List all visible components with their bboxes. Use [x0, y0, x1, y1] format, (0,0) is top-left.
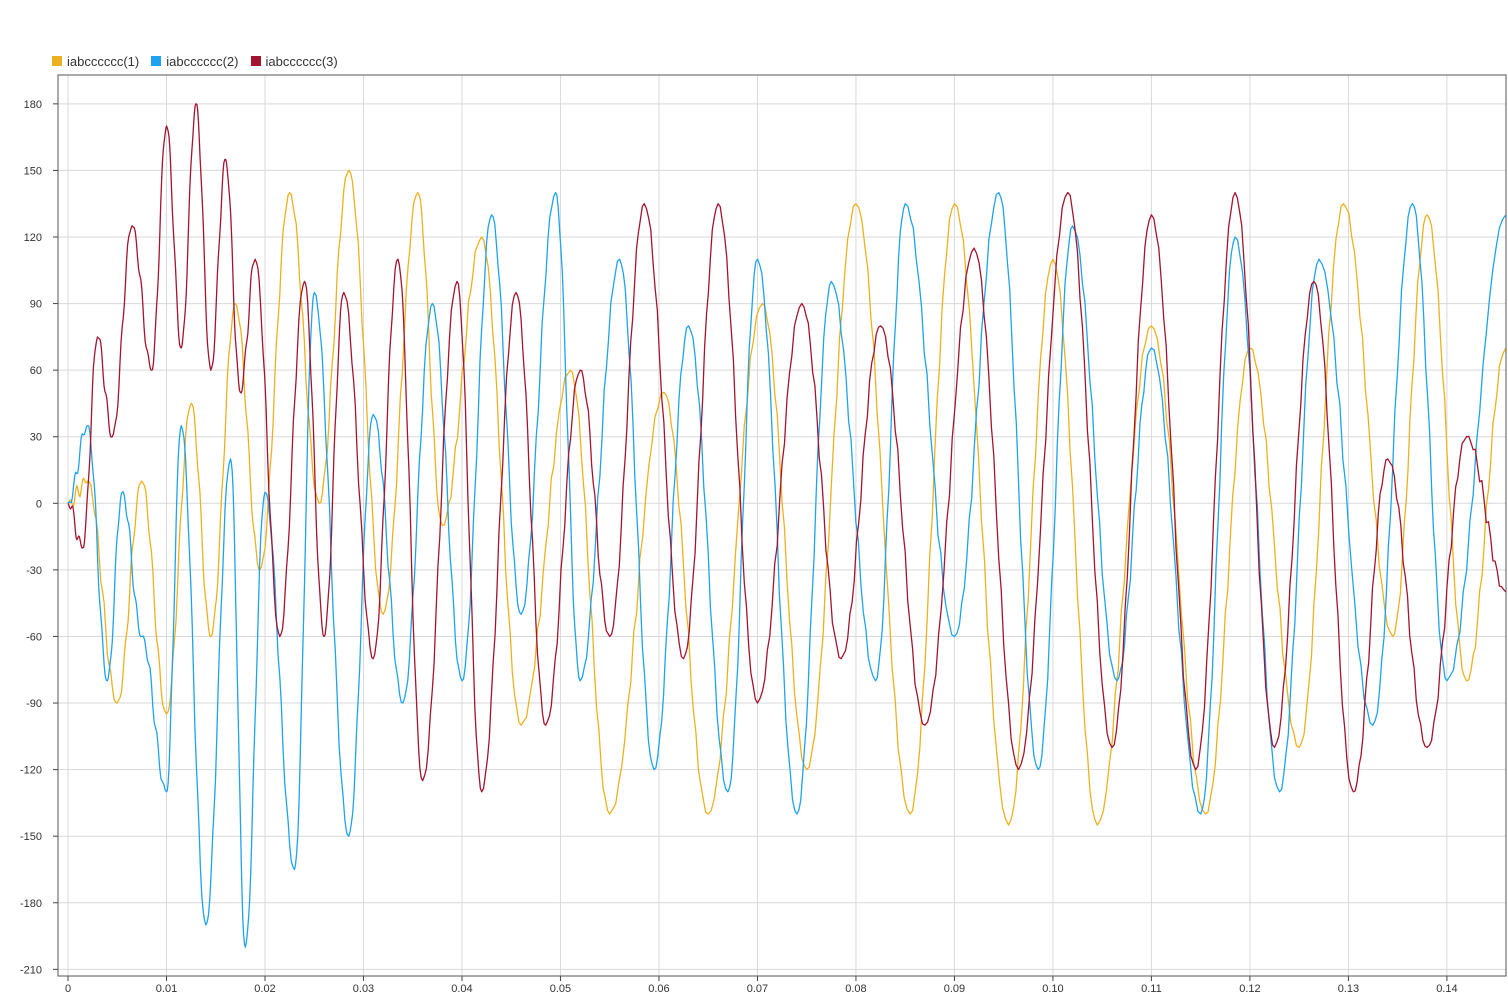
- series-lines: [67, 103, 1507, 948]
- x-tick-label: 0.06: [648, 983, 669, 995]
- x-tick-label: 0.07: [747, 983, 768, 995]
- series-line-1: [67, 169, 1507, 826]
- plot-frame: [57, 74, 1507, 977]
- legend-swatch-1: [52, 56, 62, 66]
- legend-item-2[interactable]: iabcccccc(2): [151, 53, 239, 69]
- grid-lines: [58, 75, 1506, 976]
- series-line-2: [67, 191, 1507, 948]
- x-tick-label: 0.13: [1338, 983, 1359, 995]
- y-tick-label: -120: [20, 765, 42, 777]
- legend-label-1: iabcccccc(1): [67, 53, 140, 69]
- chart-legend: iabcccccc(1) iabcccccc(2) iabcccccc(3): [52, 52, 350, 70]
- series-line-3: [67, 103, 1507, 793]
- legend-item-1[interactable]: iabcccccc(1): [52, 54, 139, 69]
- y-tick-label: -90: [26, 698, 42, 710]
- y-tick-label: -30: [26, 565, 42, 577]
- y-tick-label: 90: [30, 299, 42, 311]
- x-tick-label: 0.14: [1436, 983, 1457, 995]
- legend-label-2: iabcccccc(2): [166, 53, 239, 69]
- x-tick-label: 0.03: [353, 983, 374, 995]
- x-tick-label: 0.02: [254, 983, 275, 995]
- y-tick-label: -60: [26, 631, 42, 643]
- y-tick-label: 180: [24, 99, 42, 111]
- y-tick-label: -180: [20, 898, 42, 910]
- y-tick-label: -210: [20, 964, 42, 976]
- legend-label-3: iabcccccc(3): [265, 53, 338, 69]
- x-tick-label: 0.01: [156, 983, 177, 995]
- legend-item-3[interactable]: iabcccccc(3): [250, 53, 338, 69]
- x-tick-label: 0.04: [451, 983, 472, 995]
- legend-swatch-2: [151, 56, 162, 66]
- y-tick-label: 60: [30, 365, 42, 377]
- x-tick-label: 0: [65, 983, 71, 995]
- y-tick-label: 30: [30, 432, 42, 444]
- y-tick-label: -150: [20, 831, 42, 843]
- y-tick-label: 150: [24, 165, 42, 177]
- x-tick-label: 0.10: [1042, 983, 1063, 995]
- y-tick-label: 0: [36, 498, 42, 510]
- x-tick-label: 0.08: [845, 983, 866, 995]
- x-tick-label: 0.11: [1141, 983, 1162, 995]
- x-tick-label: 0.09: [944, 983, 965, 995]
- y-tick-label: 120: [24, 232, 42, 244]
- legend-swatch-3: [250, 56, 261, 66]
- axes: 0 0.01 0.02 0.03 0.04 0.05 0.06 0.07 0.08 0.09 0.1…: [20, 74, 1507, 995]
- x-tick-label: 0.05: [550, 983, 571, 995]
- x-tick-label: 0.12: [1239, 983, 1260, 995]
